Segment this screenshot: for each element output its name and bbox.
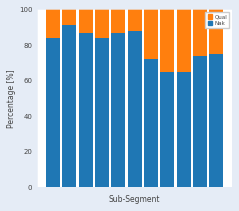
Bar — [144, 59, 158, 187]
Bar — [128, 31, 141, 187]
Bar — [46, 9, 60, 38]
Bar — [111, 32, 125, 187]
Bar — [160, 9, 174, 72]
Y-axis label: Percentage [%]: Percentage [%] — [7, 69, 16, 128]
Bar — [79, 32, 92, 187]
Bar — [193, 9, 207, 56]
Legend: Qual, Nak: Qual, Nak — [205, 12, 229, 28]
X-axis label: Sub-Segment: Sub-Segment — [109, 195, 160, 204]
Bar — [209, 9, 223, 54]
Bar — [193, 56, 207, 187]
Bar — [128, 9, 141, 31]
Bar — [177, 72, 190, 187]
Bar — [209, 54, 223, 187]
Bar — [95, 38, 109, 187]
Bar — [62, 9, 76, 26]
Bar — [62, 26, 76, 187]
Bar — [95, 9, 109, 38]
Bar — [46, 38, 60, 187]
Bar — [160, 72, 174, 187]
Bar — [79, 9, 92, 32]
Bar — [144, 9, 158, 59]
Bar — [111, 9, 125, 32]
Bar — [177, 9, 190, 72]
